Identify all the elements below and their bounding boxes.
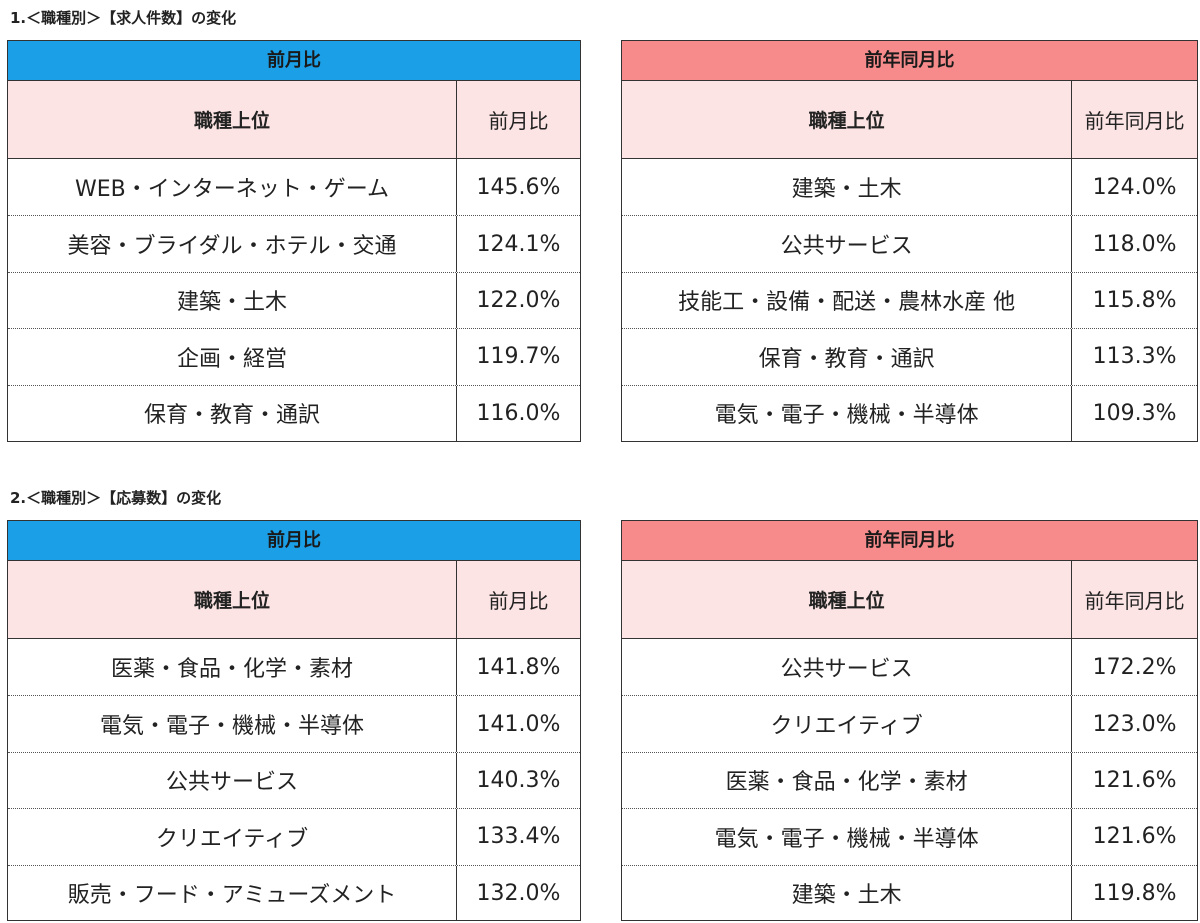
table-row: 技能工・設備・配送・農林水産 他 115.8% [622, 271, 1197, 329]
column-header-value: 前年同月比 [1071, 561, 1197, 638]
value-cell: 118.0% [1071, 216, 1197, 272]
table-row: 公共サービス 140.3% [8, 751, 580, 809]
table-row: 公共サービス 118.0% [622, 215, 1197, 272]
job-cell: 公共サービス [780, 657, 913, 683]
section2-title: 2.＜職種別＞【応募数】の変化 [10, 489, 222, 507]
table-row: 美容・ブライダル・ホテル・交通 124.1% [8, 215, 580, 272]
table-row: 販売・フード・アミューズメント 132.0% [8, 864, 580, 921]
table-row: 医薬・食品・化学・素材 121.6% [622, 751, 1197, 809]
table-header-row: 職種上位 前月比 [8, 81, 580, 159]
value-cell: 172.2% [1071, 639, 1197, 696]
table-row: 電気・電子・機械・半導体 109.3% [622, 384, 1197, 441]
job-cell: 企画・経営 [176, 346, 287, 372]
table-row: 建築・土木 124.0% [622, 159, 1197, 216]
value-cell: 145.6% [456, 159, 580, 216]
value-cell: 123.0% [1071, 696, 1197, 752]
table-title: 前月比 [8, 41, 580, 81]
value-cell: 124.0% [1071, 159, 1197, 216]
value-cell: 122.0% [456, 272, 580, 329]
table-row: 建築・土木 122.0% [8, 271, 580, 329]
section2-yoy-table: 前年同月比 職種上位 前年同月比 公共サービス 172.2% クリエイティブ 1… [621, 520, 1198, 921]
column-header-value: 前月比 [456, 81, 580, 158]
table-row: 電気・電子・機械・半導体 121.6% [622, 808, 1197, 865]
job-cell: 保育・教育・通訳 [143, 403, 320, 429]
job-cell: 美容・ブライダル・ホテル・交通 [67, 234, 397, 260]
job-cell: 建築・土木 [791, 177, 902, 203]
job-cell: 医薬・食品・化学・素材 [110, 657, 353, 683]
job-cell: 建築・土木 [176, 290, 287, 316]
section1-title: 1.＜職種別＞【求人件数】の変化 [10, 9, 237, 27]
value-cell: 121.6% [1071, 752, 1197, 809]
table-row: WEB・インターネット・ゲーム 145.6% [8, 159, 580, 216]
job-cell: 技能工・設備・配送・農林水産 他 [678, 290, 1016, 316]
value-cell: 140.3% [456, 752, 580, 809]
job-cell: 電気・電子・機械・半導体 [99, 714, 364, 740]
value-cell: 133.4% [456, 809, 580, 865]
table-title: 前年同月比 [622, 41, 1197, 81]
job-cell: 医薬・食品・化学・素材 [725, 770, 968, 796]
column-header-value: 前月比 [456, 561, 580, 638]
value-cell: 132.0% [456, 865, 580, 921]
value-cell: 119.8% [1071, 865, 1197, 921]
column-header-job: 職種上位 [808, 110, 885, 132]
value-cell: 113.3% [1071, 329, 1197, 385]
column-header-job: 職種上位 [808, 590, 885, 612]
value-cell: 141.0% [456, 696, 580, 752]
table-row: 保育・教育・通訳 113.3% [622, 328, 1197, 385]
value-cell: 124.1% [456, 216, 580, 272]
job-cell: クリエイティブ [155, 826, 309, 852]
table-row: 医薬・食品・化学・素材 141.8% [8, 639, 580, 696]
value-cell: 115.8% [1071, 272, 1197, 329]
table-header-row: 職種上位 前年同月比 [622, 81, 1197, 159]
job-cell: クリエイティブ [770, 714, 923, 740]
table-row: 公共サービス 172.2% [622, 639, 1197, 696]
table-row: 建築・土木 119.8% [622, 864, 1197, 921]
job-cell: 建築・土木 [791, 883, 902, 909]
section1-mom-table: 前月比 職種上位 前月比 WEB・インターネット・ゲーム 145.6% 美容・ブ… [7, 40, 581, 442]
table-title: 前年同月比 [622, 521, 1197, 561]
table-row: 保育・教育・通訳 116.0% [8, 384, 580, 441]
value-cell: 116.0% [456, 385, 580, 441]
column-header-job: 職種上位 [193, 590, 270, 612]
job-cell: 保育・教育・通訳 [758, 346, 935, 372]
table-row: クリエイティブ 133.4% [8, 808, 580, 865]
table-row: 企画・経営 119.7% [8, 328, 580, 385]
table-title: 前月比 [8, 521, 580, 561]
table-header-row: 職種上位 前月比 [8, 561, 580, 639]
column-header-job: 職種上位 [193, 110, 270, 132]
table-row: 電気・電子・機械・半導体 141.0% [8, 695, 580, 752]
table-header-row: 職種上位 前年同月比 [622, 561, 1197, 639]
job-cell: 公共サービス [165, 770, 298, 796]
job-cell: WEB・インターネット・ゲーム [74, 177, 390, 203]
table-row: クリエイティブ 123.0% [622, 695, 1197, 752]
section2-mom-table: 前月比 職種上位 前月比 医薬・食品・化学・素材 141.8% 電気・電子・機械… [7, 520, 581, 921]
column-header-value: 前年同月比 [1071, 81, 1197, 158]
job-cell: 販売・フード・アミューズメント [67, 883, 397, 909]
value-cell: 119.7% [456, 329, 580, 385]
value-cell: 109.3% [1071, 385, 1197, 441]
job-cell: 電気・電子・機械・半導体 [714, 403, 979, 429]
value-cell: 141.8% [456, 639, 580, 696]
section1-yoy-table: 前年同月比 職種上位 前年同月比 建築・土木 124.0% 公共サービス 118… [621, 40, 1198, 442]
job-cell: 公共サービス [780, 234, 913, 260]
value-cell: 121.6% [1071, 809, 1197, 865]
job-cell: 電気・電子・機械・半導体 [714, 826, 979, 852]
